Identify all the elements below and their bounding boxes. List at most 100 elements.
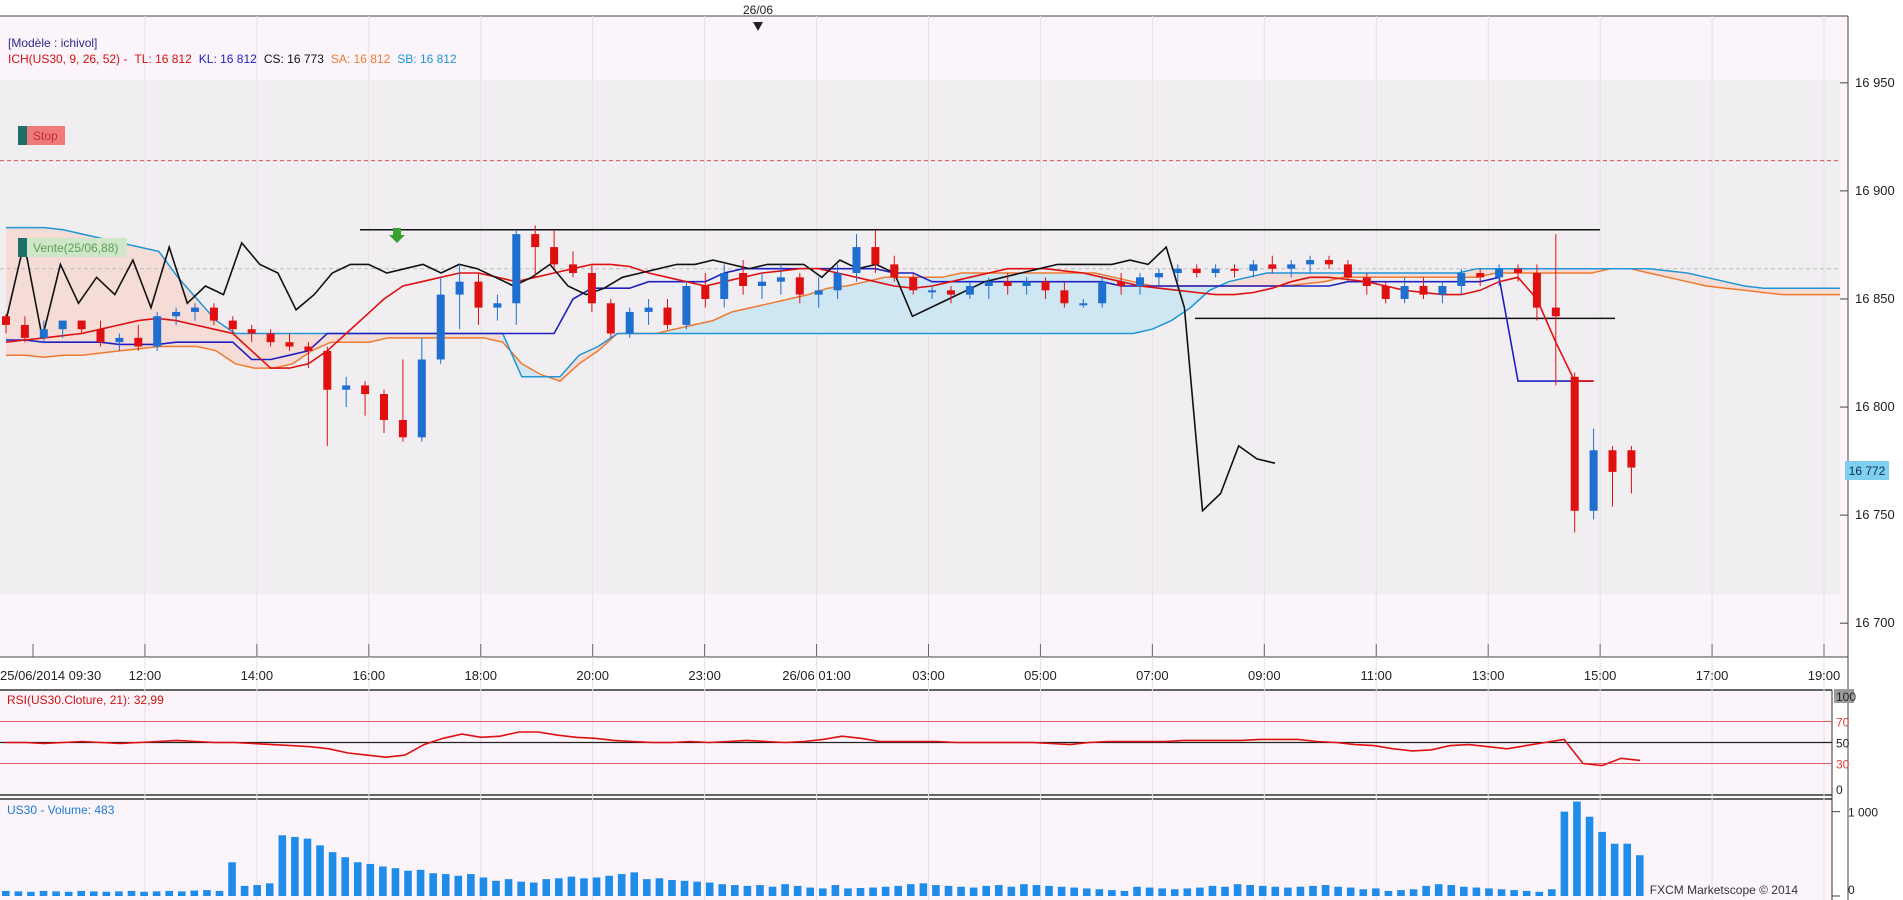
- volume-bar: [668, 879, 676, 896]
- volume-bar: [115, 891, 123, 896]
- cloud-segment: [884, 277, 904, 334]
- volume-bar: [39, 890, 48, 896]
- volume-bar: [1485, 888, 1493, 896]
- candle-body: [909, 277, 918, 291]
- cloud-segment: [1706, 277, 1726, 289]
- candle-body: [266, 333, 275, 343]
- cloud-segment: [731, 307, 752, 334]
- volume-bar: [1359, 889, 1368, 896]
- cloud-segment: [1018, 273, 1038, 334]
- volume-bar: [1070, 887, 1078, 896]
- volume-bar: [1309, 885, 1317, 896]
- volume-bar: [1372, 888, 1380, 896]
- candle-body: [701, 285, 710, 299]
- volume-bar: [1510, 890, 1518, 896]
- cloud-segment: [1820, 288, 1840, 295]
- volume-bar: [881, 886, 890, 896]
- sell-label: Vente(25/06,88): [33, 241, 118, 255]
- volume-bar: [617, 874, 626, 896]
- candle-body: [984, 281, 993, 286]
- volume-bar: [1108, 890, 1116, 896]
- volume-bar: [555, 878, 563, 896]
- candle-body: [1627, 450, 1636, 468]
- x-tick-label: 16:00: [353, 668, 386, 683]
- volume-bar: [102, 891, 111, 896]
- rsi-tick-label: 0: [1836, 783, 1843, 797]
- x-tick-label: 18:00: [464, 668, 497, 683]
- volume-bar: [391, 868, 400, 896]
- cloud-segment: [120, 242, 140, 351]
- sell-marker[interactable]: Vente(25/06,88): [18, 238, 127, 257]
- stop-marker[interactable]: Stop: [18, 126, 65, 145]
- candlesticks: [2, 225, 1636, 533]
- candle-body: [890, 264, 899, 278]
- cloud-segment: [445, 333, 465, 338]
- candle-body: [20, 324, 29, 338]
- cloud-segment: [1228, 277, 1248, 286]
- volume-bar: [718, 884, 727, 896]
- candle-body: [304, 346, 313, 351]
- candle-body: [191, 307, 199, 312]
- volume-bar: [228, 862, 236, 896]
- tenkan-line: [5, 263, 1594, 382]
- cloud-segment: [1782, 288, 1802, 295]
- volume-bar: [1082, 888, 1091, 896]
- candle-body: [1022, 281, 1031, 286]
- candle-body: [474, 281, 483, 308]
- volume-bar: [14, 891, 23, 896]
- volume-bar: [504, 879, 513, 896]
- stop-label: Stop: [33, 129, 58, 143]
- cloud-segment: [1190, 285, 1210, 308]
- volume-bar: [366, 863, 375, 896]
- volume-bar: [655, 878, 664, 896]
- candle-body: [493, 303, 502, 308]
- volume-bar: [353, 862, 362, 896]
- cloud-segment: [235, 333, 255, 369]
- y-tick-label: 16 750: [1855, 507, 1895, 522]
- candle-body: [361, 385, 370, 395]
- sell-arrow-icon: [389, 228, 405, 243]
- candle-body: [758, 281, 766, 286]
- volume-bar: [969, 887, 978, 896]
- volume-bar: [768, 886, 777, 896]
- x-tick-label: 12:00: [129, 668, 162, 683]
- cloud-segment: [1668, 270, 1688, 282]
- ichimoku-cloud: [6, 227, 1840, 382]
- sell-marker-handle-icon: [18, 238, 27, 257]
- volume-bar: [1095, 889, 1104, 896]
- volume-bar: [1522, 890, 1531, 896]
- candle-body: [682, 285, 691, 325]
- volume-bar: [1233, 884, 1242, 896]
- candle-body: [606, 303, 615, 334]
- x-tick-label: 15:00: [1584, 668, 1617, 683]
- volume-bar: [1346, 887, 1355, 896]
- cloud-segment: [1438, 273, 1458, 278]
- volume-bar: [278, 835, 287, 896]
- senkou-b-line: [6, 226, 1840, 378]
- cloud-segment: [770, 298, 790, 334]
- candle-body: [1343, 264, 1352, 278]
- y-tick-label: 16 800: [1855, 399, 1895, 414]
- volume-bar: [152, 891, 161, 896]
- candle-body: [587, 273, 596, 304]
- x-tick-label: 17:00: [1696, 668, 1729, 683]
- volume-bar: [1296, 886, 1305, 896]
- y-tick-label: 16 950: [1855, 75, 1895, 90]
- volume-bar: [580, 878, 588, 896]
- volume-bar: [806, 887, 815, 896]
- candle-body: [644, 307, 653, 312]
- volume-bar: [77, 890, 86, 896]
- x-tick-label: 19:00: [1808, 668, 1841, 683]
- volume-bar: [982, 885, 990, 896]
- volume-bar: [906, 884, 915, 896]
- volume-bar: [127, 890, 136, 896]
- x-tick-label: 25/06/2014 09:30: [0, 668, 101, 683]
- volume-bar: [567, 876, 576, 896]
- volume-bar: [1472, 887, 1481, 896]
- volume-bar: [1284, 887, 1292, 896]
- cloud-segment: [1572, 268, 1592, 274]
- candle-body: [1400, 285, 1409, 299]
- volume-bar: [630, 872, 639, 896]
- price-axis: 16 700 16 750 16 800 16 850 16 900 16 950: [1840, 75, 1895, 630]
- y-tick-label: 16 850: [1855, 291, 1895, 306]
